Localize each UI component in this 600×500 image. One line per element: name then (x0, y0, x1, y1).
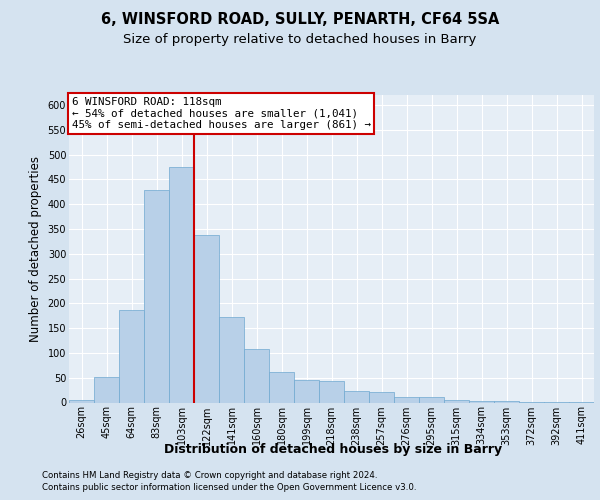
Bar (494, 401, 519, 402)
Text: Size of property relative to detached houses in Barry: Size of property relative to detached ho… (124, 32, 476, 46)
Bar (119, 310, 144, 402)
Bar (169, 167, 194, 402)
Bar (69, 400, 94, 402)
Text: 6, WINSFORD ROAD, SULLY, PENARTH, CF64 5SA: 6, WINSFORD ROAD, SULLY, PENARTH, CF64 5… (101, 12, 499, 28)
Bar (469, 400, 494, 402)
Text: Distribution of detached houses by size in Barry: Distribution of detached houses by size … (164, 442, 502, 456)
Bar (269, 372, 294, 402)
Text: 6 WINSFORD ROAD: 118sqm
← 54% of detached houses are smaller (1,041)
45% of semi: 6 WINSFORD ROAD: 118sqm ← 54% of detache… (71, 96, 371, 130)
Bar (94, 377, 119, 402)
Bar (144, 190, 169, 402)
Text: Contains HM Land Registry data © Crown copyright and database right 2024.: Contains HM Land Registry data © Crown c… (42, 471, 377, 480)
Bar (444, 400, 469, 402)
Bar (344, 391, 369, 402)
Bar (194, 235, 219, 402)
Bar (419, 396, 444, 402)
Bar (369, 392, 394, 402)
Bar (244, 350, 269, 403)
Bar (319, 380, 344, 402)
Bar (394, 397, 419, 402)
Bar (219, 316, 244, 402)
Bar (294, 380, 319, 402)
Y-axis label: Number of detached properties: Number of detached properties (29, 156, 42, 342)
Text: Contains public sector information licensed under the Open Government Licence v3: Contains public sector information licen… (42, 482, 416, 492)
